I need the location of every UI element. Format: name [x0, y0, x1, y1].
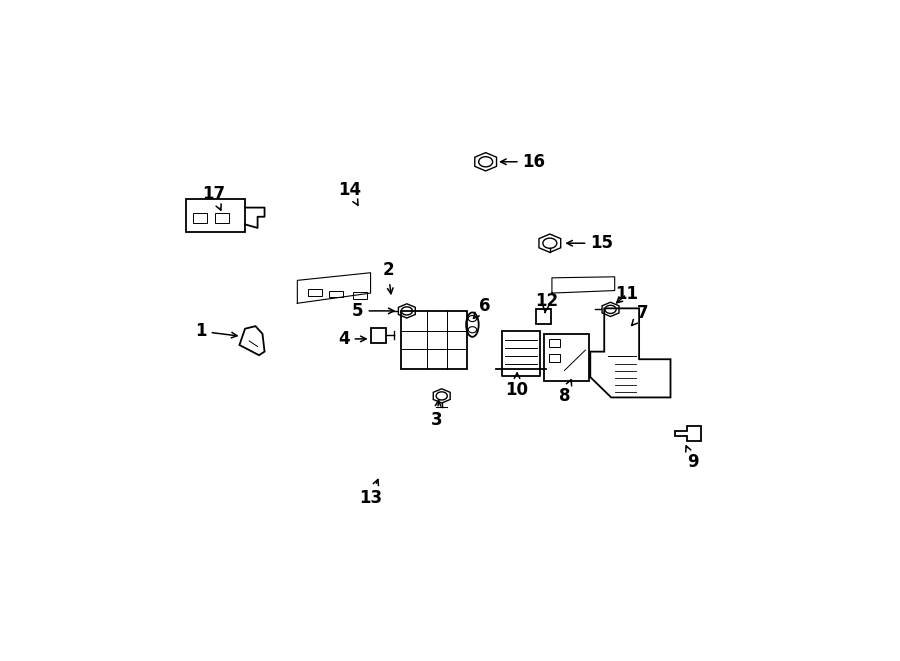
Text: 9: 9 [686, 446, 698, 471]
Text: 11: 11 [615, 285, 638, 303]
Text: 15: 15 [567, 234, 613, 253]
Text: 3: 3 [431, 401, 443, 430]
Text: 10: 10 [506, 373, 528, 399]
Bar [536, 309, 551, 324]
Bar [549, 339, 560, 346]
Text: 12: 12 [535, 292, 558, 313]
Bar [544, 334, 589, 381]
Text: 5: 5 [352, 302, 394, 320]
Bar [308, 289, 322, 295]
Bar [328, 291, 343, 297]
Text: 1: 1 [195, 323, 237, 340]
Bar [215, 213, 229, 223]
Bar [371, 328, 386, 343]
Bar [501, 331, 540, 369]
Bar [549, 354, 560, 362]
Bar [353, 292, 367, 299]
Text: 4: 4 [338, 330, 366, 348]
Text: 13: 13 [359, 479, 382, 507]
Bar [185, 199, 245, 232]
Text: 14: 14 [338, 181, 361, 206]
Text: 2: 2 [382, 261, 394, 293]
Text: 17: 17 [202, 185, 225, 210]
Text: 6: 6 [473, 297, 490, 319]
Text: 8: 8 [559, 379, 572, 405]
Bar [400, 311, 467, 369]
Text: 16: 16 [500, 153, 545, 171]
Bar [193, 213, 207, 223]
Text: 7: 7 [632, 305, 648, 325]
